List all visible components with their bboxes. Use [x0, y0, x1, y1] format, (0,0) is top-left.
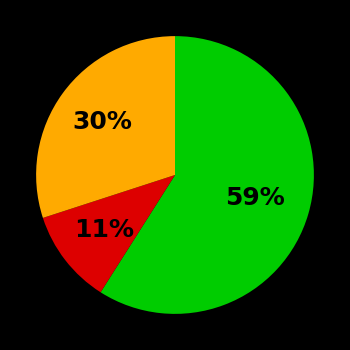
Text: 11%: 11% — [74, 218, 134, 242]
Text: 59%: 59% — [225, 186, 285, 210]
Text: 30%: 30% — [72, 110, 132, 134]
Wedge shape — [36, 36, 175, 218]
Wedge shape — [100, 36, 314, 314]
Wedge shape — [43, 175, 175, 292]
